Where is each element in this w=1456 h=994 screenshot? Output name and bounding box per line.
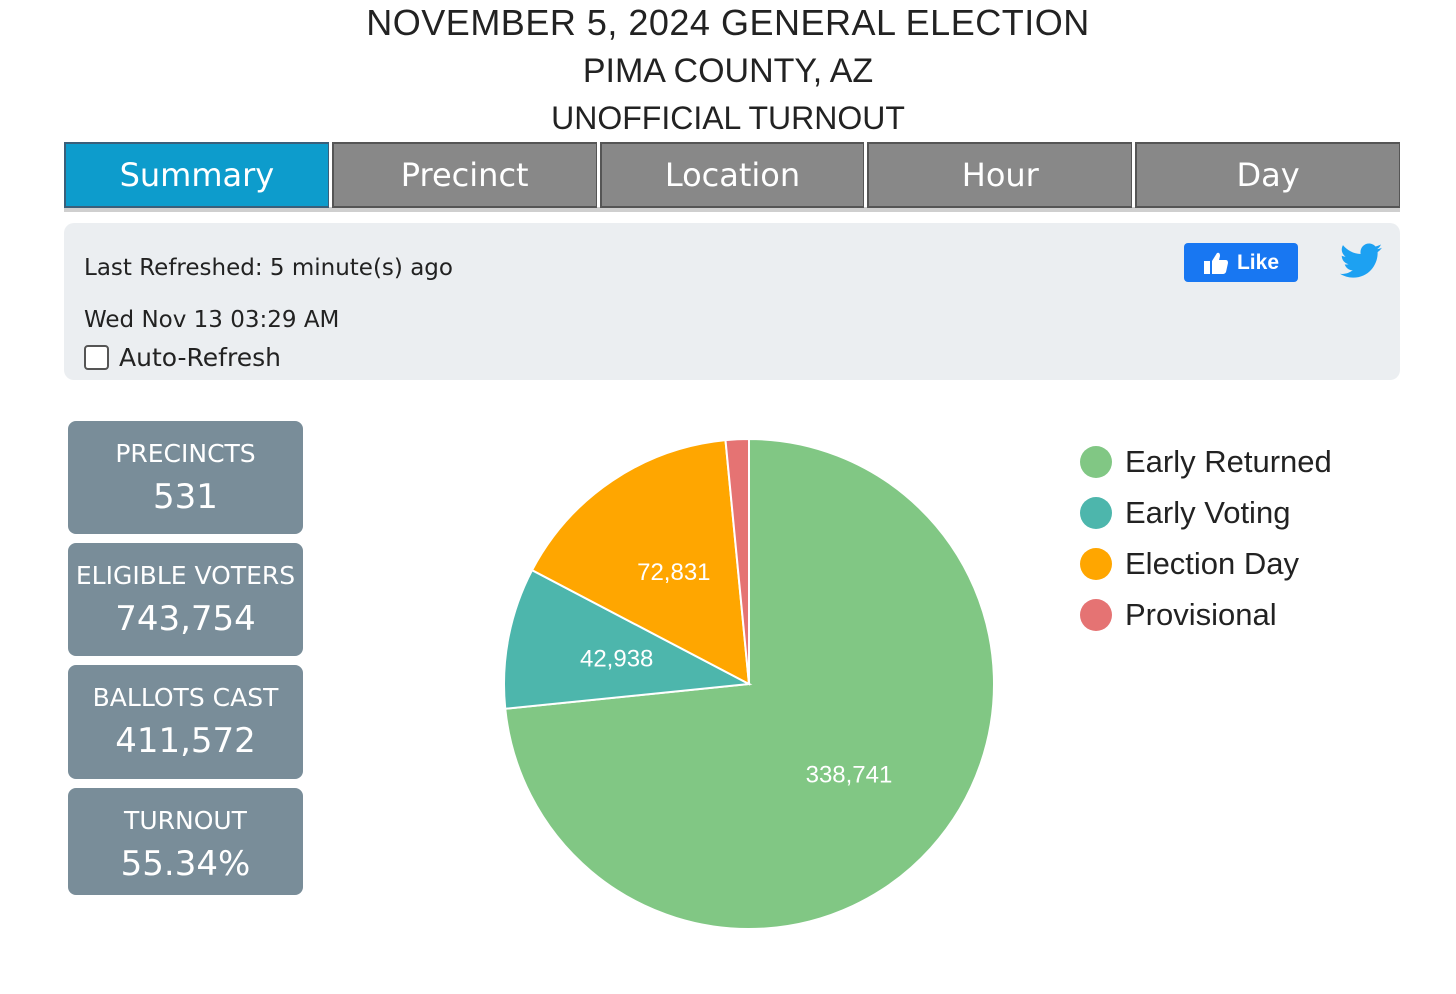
pie-value-label: 338,741: [806, 761, 893, 788]
legend-item-provisional[interactable]: Provisional: [1080, 589, 1332, 640]
pie-value-label: 72,831: [637, 559, 710, 586]
pie-slice-early-voting[interactable]: [503, 568, 753, 710]
turnout-pie-chart: 338,741 42,938 72,831: [503, 437, 995, 930]
tab-location[interactable]: Location: [599, 142, 865, 208]
stat-value: 743,754: [115, 599, 256, 639]
legend-item-early-voting[interactable]: Early Voting: [1080, 487, 1332, 538]
stat-label: PRECINCTS: [115, 439, 256, 468]
twitter-icon[interactable]: [1340, 243, 1382, 279]
legend-swatch: [1080, 445, 1112, 478]
page-title: NOVEMBER 5, 2024 GENERAL ELECTION: [366, 2, 1090, 43]
tab-hour[interactable]: Hour: [867, 142, 1133, 208]
thumbs-up-icon: [1203, 252, 1228, 274]
legend-item-election-day[interactable]: Election Day: [1080, 538, 1332, 589]
auto-refresh-checkbox[interactable]: [84, 345, 109, 370]
chart-legend: Early Returned Early Voting Election Day Pr…: [1080, 436, 1332, 640]
legend-swatch: [1080, 547, 1112, 580]
tab-bar: Summary Precinct Location Hour Day: [64, 142, 1400, 212]
auto-refresh-control[interactable]: Auto-Refresh: [84, 343, 281, 372]
stat-label: BALLOTS CAST: [92, 683, 279, 712]
tab-day[interactable]: Day: [1135, 142, 1400, 208]
legend-label: Election Day: [1125, 545, 1300, 581]
stat-value: 411,572: [115, 721, 256, 761]
like-label: Like: [1236, 250, 1280, 274]
status-panel: Last Refreshed: 5 minute(s) ago Wed Nov …: [64, 223, 1400, 380]
refresh-datetime: Wed Nov 13 03:29 AM: [84, 307, 340, 333]
stat-label: TURNOUT: [124, 806, 247, 835]
legend-swatch: [1080, 598, 1112, 631]
legend-swatch: [1080, 496, 1112, 529]
tab-summary[interactable]: Summary: [64, 142, 329, 208]
county-title: PIMA COUNTY, AZ: [582, 52, 874, 90]
tab-precinct[interactable]: Precinct: [331, 142, 597, 208]
pie-slice-election-day[interactable]: [530, 439, 751, 686]
stat-eligible-voters: ELIGIBLE VOTERS 743,754: [68, 543, 303, 656]
legend-label: Provisional: [1125, 596, 1277, 632]
page-subtitle: UNOFFICIAL TURNOUT: [551, 100, 905, 136]
last-refreshed-text: Last Refreshed: 5 minute(s) ago: [84, 255, 453, 281]
auto-refresh-label: Auto-Refresh: [119, 343, 281, 372]
legend-label: Early Voting: [1125, 494, 1291, 530]
stat-ballots-cast: BALLOTS CAST 411,572: [68, 665, 303, 779]
pie-value-label: 42,938: [580, 645, 653, 672]
legend-label: Early Returned: [1125, 443, 1332, 479]
like-button[interactable]: Like: [1184, 243, 1298, 282]
stat-value: 55.34%: [120, 844, 251, 884]
stat-value: 531: [153, 477, 218, 517]
stat-label: ELIGIBLE VOTERS: [75, 561, 296, 590]
stat-turnout: TURNOUT 55.34%: [68, 788, 303, 895]
stat-precincts: PRECINCTS 531: [68, 421, 303, 534]
pie-slice-provisional[interactable]: [724, 437, 750, 685]
legend-item-early-returned[interactable]: Early Returned: [1080, 436, 1332, 487]
